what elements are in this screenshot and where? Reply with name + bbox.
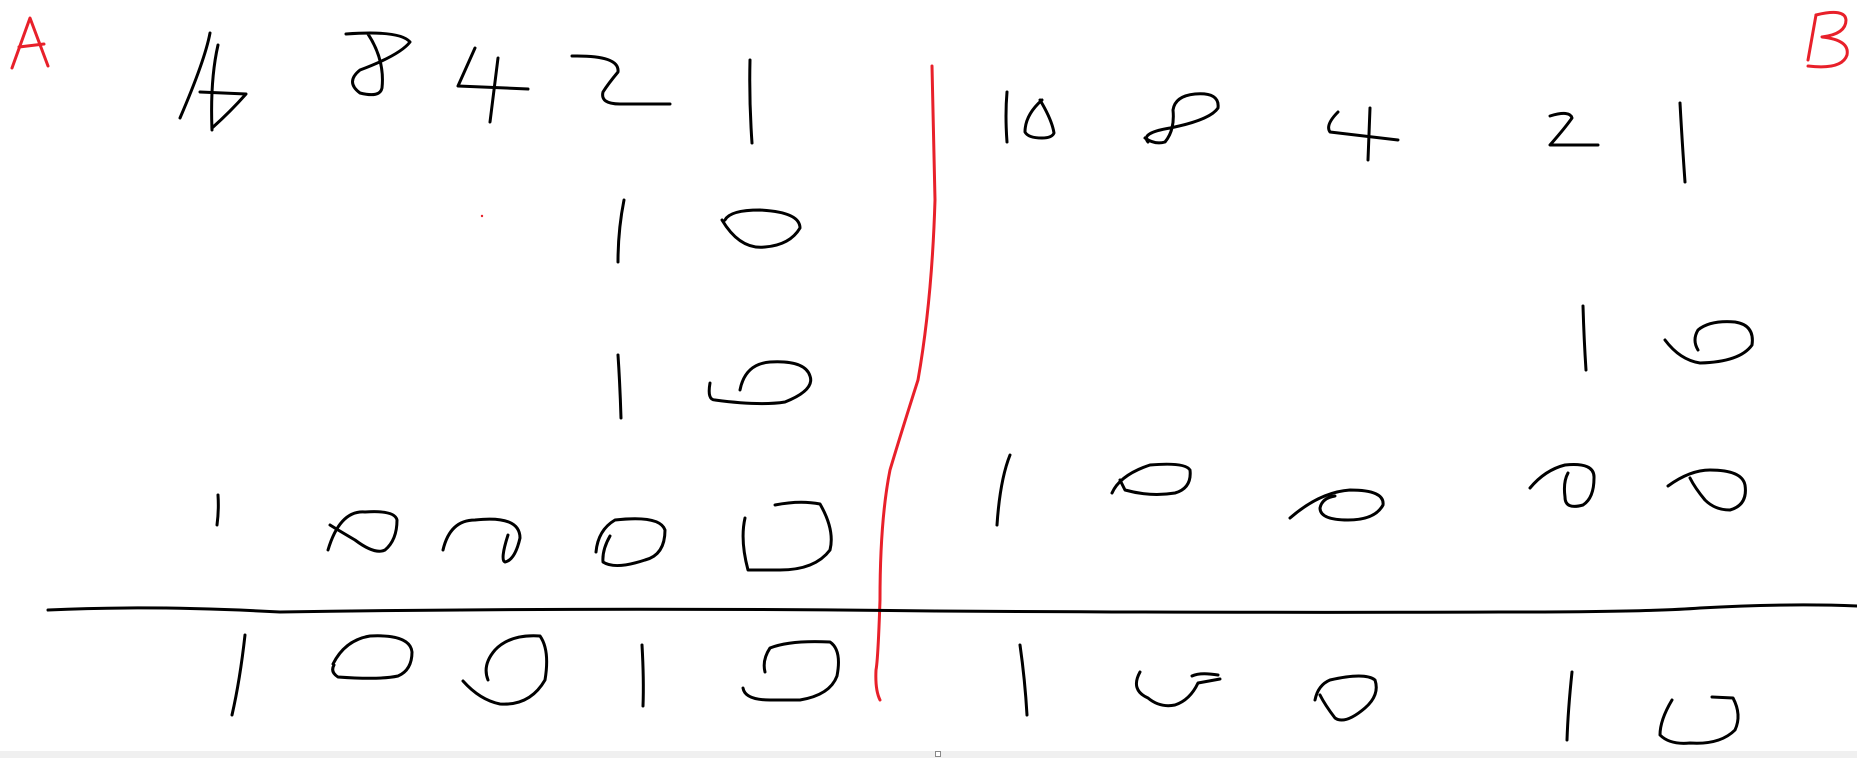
- right-result: [1018, 643, 1740, 745]
- left-row3: [215, 493, 833, 572]
- left-result: [230, 633, 840, 717]
- right-header-1: [1678, 101, 1687, 184]
- right-header-16: [1004, 90, 1056, 144]
- sum-line: [46, 603, 1857, 614]
- right-row1: [1581, 304, 1754, 372]
- right-header-8: [1143, 92, 1220, 145]
- cursor-handle[interactable]: [935, 751, 941, 757]
- left-row2: [616, 353, 813, 420]
- label-b: [1806, 10, 1849, 69]
- left-header-2: [570, 54, 672, 106]
- left-header-8: [344, 31, 412, 97]
- right-header-4: [1327, 106, 1400, 162]
- left-header-4: [456, 46, 530, 124]
- bottom-strip: [0, 751, 1857, 758]
- red-dot: [480, 214, 484, 218]
- left-header-16: [178, 31, 248, 132]
- right-row2: [995, 453, 1747, 527]
- left-header-1: [748, 58, 754, 145]
- right-header-2: [1548, 111, 1600, 147]
- red-divider-line: [874, 64, 937, 702]
- left-row1: [616, 198, 802, 264]
- label-a: [10, 16, 50, 70]
